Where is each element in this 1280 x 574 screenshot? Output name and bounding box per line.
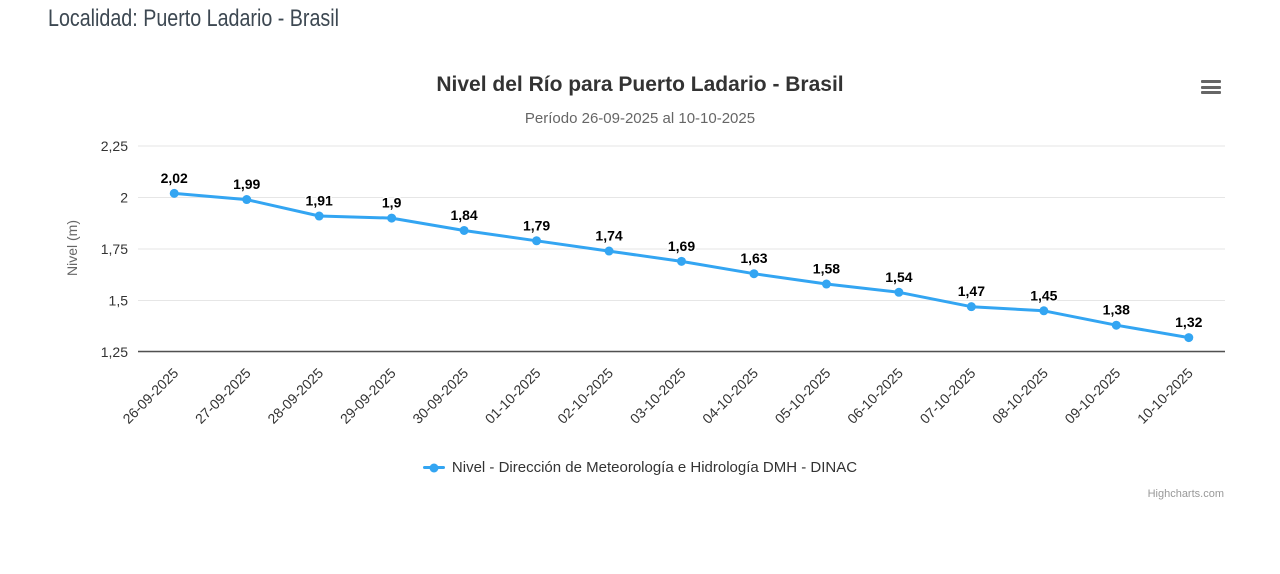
- data-label: 1,45: [1030, 287, 1057, 303]
- y-axis-label: 1,5: [109, 293, 129, 309]
- data-label: 1,99: [233, 176, 260, 192]
- data-point-marker[interactable]: [242, 195, 252, 205]
- data-label: 1,63: [740, 250, 767, 266]
- data-point-marker[interactable]: [749, 269, 759, 279]
- x-axis-label: 30-09-2025: [409, 365, 471, 427]
- legend-item[interactable]: Nivel - Dirección de Meteorología e Hidr…: [0, 459, 1280, 476]
- menu-bar: [1201, 80, 1221, 83]
- menu-bar: [1201, 91, 1221, 94]
- data-point-marker[interactable]: [314, 211, 324, 221]
- x-axis-label: 06-10-2025: [844, 365, 906, 427]
- data-point-marker[interactable]: [821, 279, 831, 289]
- data-label: 1,54: [885, 269, 912, 285]
- x-axis-label: 27-09-2025: [192, 365, 254, 427]
- data-point-marker[interactable]: [1184, 333, 1194, 343]
- chart-title: Nivel del Río para Puerto Ladario - Bras…: [436, 73, 844, 96]
- x-axis-label: 07-10-2025: [917, 365, 979, 427]
- x-axis-label: 26-09-2025: [119, 365, 181, 427]
- chart-subtitle: Período 26-09-2025 al 10-10-2025: [524, 110, 756, 127]
- data-point-marker[interactable]: [459, 225, 469, 235]
- data-label: 1,58: [813, 261, 840, 277]
- x-axis-label: 01-10-2025: [482, 365, 544, 427]
- legend-label: Nivel - Dirección de Meteorología e Hidr…: [451, 459, 858, 476]
- x-axis-label: 02-10-2025: [554, 365, 616, 427]
- x-axis-label: 05-10-2025: [772, 365, 834, 427]
- menu-bar: [1201, 85, 1221, 89]
- x-axis-label: 28-09-2025: [264, 365, 326, 427]
- data-label: 1,38: [1103, 302, 1130, 318]
- data-point-marker[interactable]: [604, 246, 614, 256]
- data-point-marker[interactable]: [1111, 320, 1121, 330]
- data-label: 1,69: [668, 238, 695, 254]
- y-axis-label: 2,25: [101, 138, 128, 154]
- y-axis-label: 1,75: [101, 241, 128, 257]
- data-point-marker[interactable]: [169, 188, 179, 198]
- data-label: 1,91: [306, 193, 333, 209]
- data-point-marker[interactable]: [532, 236, 542, 246]
- data-point-marker[interactable]: [966, 302, 976, 312]
- y-axis-label: 2: [120, 190, 128, 206]
- data-label: 1,74: [595, 228, 622, 244]
- data-label: 2,02: [161, 170, 188, 186]
- data-label: 1,84: [450, 207, 477, 223]
- data-point-marker[interactable]: [1039, 306, 1049, 316]
- data-point-marker[interactable]: [387, 213, 397, 223]
- data-label: 1,79: [523, 217, 550, 233]
- x-axis-label: 09-10-2025: [1061, 365, 1123, 427]
- legend-series-marker-icon: [422, 461, 445, 474]
- data-label: 1,9: [382, 195, 402, 211]
- legend-dot: [429, 463, 439, 472]
- y-axis-label: 1,25: [101, 344, 128, 360]
- hamburger-menu-icon[interactable]: [1201, 80, 1221, 97]
- x-axis-label: 03-10-2025: [627, 365, 689, 427]
- x-axis-label: 29-09-2025: [337, 365, 399, 427]
- highcharts-credit-link[interactable]: Highcharts.com: [1147, 488, 1224, 500]
- data-point-marker[interactable]: [894, 287, 904, 297]
- locality-header: Localidad: Puerto Ladario - Brasil: [48, 5, 339, 32]
- x-axis-label: 04-10-2025: [699, 365, 761, 427]
- data-label: 1,32: [1175, 314, 1202, 330]
- x-axis-label: 08-10-2025: [989, 365, 1051, 427]
- x-axis-label: 10-10-2025: [1134, 365, 1196, 427]
- data-point-marker[interactable]: [677, 256, 686, 266]
- data-label: 1,47: [958, 283, 985, 299]
